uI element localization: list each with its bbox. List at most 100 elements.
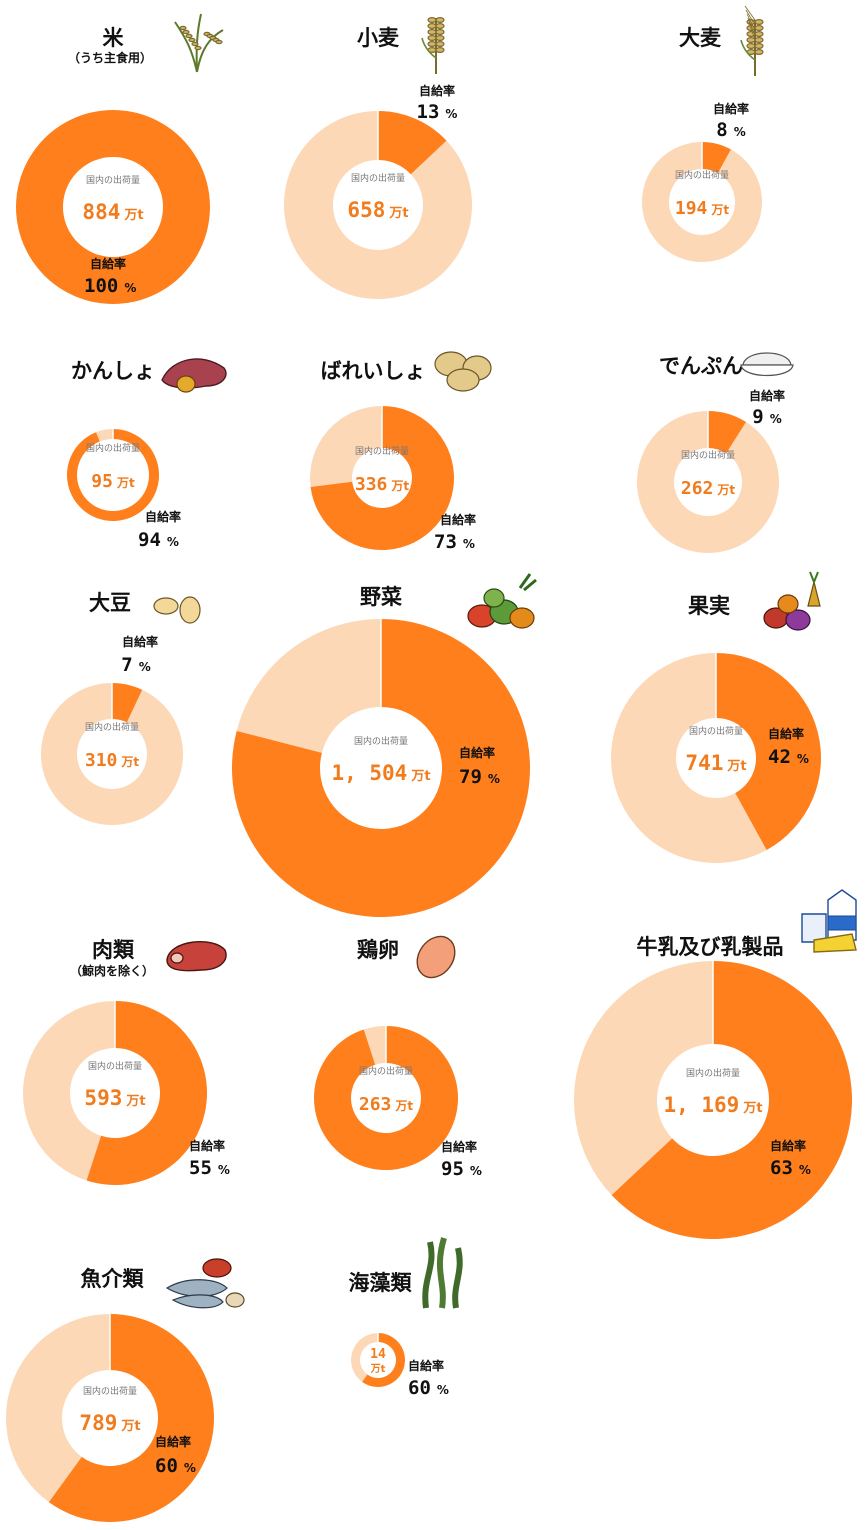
starch-bowl-icon [740,352,794,376]
rate-value: 100% [84,275,136,297]
shipment-unit: 万t [370,1363,386,1375]
rate-value: 9% [752,406,781,428]
self-sufficiency-slice [310,406,454,550]
import-slice [363,1026,386,1065]
rate-value: 7% [121,654,150,676]
category-subtitle: （鯨肉を除く） [70,963,154,978]
rate-label: 自給率 [145,509,181,524]
rate-value: 79% [459,766,500,788]
self-sufficiency-slice [15,110,210,304]
import-slice [573,961,713,1196]
shipment-value: 262 万t [681,478,736,499]
potato-icon [434,351,492,392]
category-name: かんしょ [71,359,155,383]
import-slice [284,111,472,300]
self-sufficiency-slice [48,1314,214,1522]
import-slice [350,1333,378,1382]
self-sufficiency-slice [67,429,160,521]
self-sufficiency-slice [112,683,143,723]
shipment-label: 国内の出荷量 [355,445,409,457]
shipment-label: 国内の出荷量 [681,449,735,461]
rate-label: 自給率 [440,512,476,527]
shipment-label: 国内の出荷量 [85,721,139,733]
category-subtitle: （うち主食用） [68,50,152,65]
category-name: でんぷん [659,354,743,378]
shipment-value: 310 万t [85,750,140,771]
soybean-icon [153,596,201,624]
self-sufficiency-slice [702,142,731,174]
sweet-potato-icon [161,358,227,393]
category-name: 魚介類 [81,1267,145,1291]
import-slice [611,653,767,864]
rate-value: 94% [138,529,179,551]
shipment-label: 国内の出荷量 [675,169,729,181]
self-sufficiency-slice [314,1026,458,1170]
shipment-value: 884 万t [82,200,143,224]
shipment-value: 1, 169 万t [663,1093,762,1117]
category-name: 大豆 [89,591,131,615]
shipment-label: 国内の出荷量 [86,174,140,186]
import-slice [5,1314,110,1503]
shipment-value: 741 万t [685,751,746,775]
chart-10: 肉類（鯨肉を除く） 国内の出荷量 593 万t 自給率 55% [23,938,230,1185]
category-name: 牛乳及び乳製品 [637,935,784,959]
seaweed-icon [422,1237,463,1309]
self-sufficiency-slice [362,1333,405,1387]
rate-label: 自給率 [441,1139,477,1154]
shipment-value: 95 万t [91,471,135,492]
shipment-value: 1, 504 万t [331,761,430,785]
import-slice [642,142,763,262]
import-slice [310,406,382,488]
rate-label: 自給率 [459,745,495,760]
shipment-label: 国内の出荷量 [351,172,405,184]
rate-label: 自給率 [419,83,455,98]
fruits-icon [763,571,821,631]
category-name: ばれいしょ [321,359,426,383]
category-name: 大麦 [679,26,722,50]
shipment-label: 国内の出荷量 [86,442,140,454]
import-slice [236,619,381,753]
rate-value: 13% [417,101,458,123]
rate-label: 自給率 [189,1138,225,1153]
rate-value: 55% [189,1157,230,1179]
rate-value: 73% [434,531,475,553]
rate-value: 95% [441,1158,482,1180]
vegetables-icon [467,573,537,629]
self-sufficiency-slice [611,961,852,1239]
egg-icon [416,935,456,979]
dairy-icon [801,889,857,953]
rate-value: 60% [155,1455,196,1477]
shipment-label: 国内の出荷量 [83,1385,137,1397]
self-sufficiency-slice [716,653,822,851]
category-name: 米 [103,26,125,50]
rate-label: 自給率 [90,256,126,271]
shipment-label: 国内の出荷量 [88,1060,142,1072]
shipment-value: 658 万t [347,198,408,222]
shipment-label: 国内の出荷量 [354,735,408,747]
rate-value: 8% [716,119,745,141]
rate-value: 63% [770,1157,811,1179]
rate-label: 自給率 [768,726,804,741]
barley-icon [740,5,764,76]
shipment-value: 14 [370,1347,386,1362]
chart-1: 米（うち主食用） 国内の出荷量 884 万t 自給率 100% [15,13,224,304]
rate-label: 自給率 [713,101,749,116]
self-sufficiency-slice [86,1001,207,1185]
wheat-icon [421,17,445,74]
shipment-label: 国内の出荷量 [686,1067,740,1079]
import-slice [96,428,113,442]
self-sufficiency-slice [378,111,447,175]
seafood-icon [165,1258,245,1309]
category-name: 小麦 [357,26,400,50]
